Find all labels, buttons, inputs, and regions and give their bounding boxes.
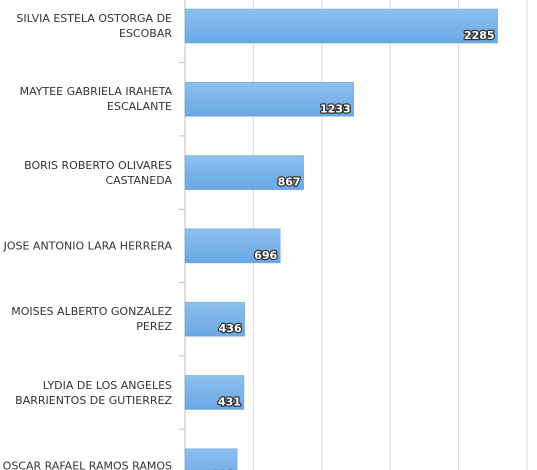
value-label: 431 bbox=[218, 396, 241, 409]
value-label: 1233 bbox=[320, 102, 351, 115]
value-label: 2285 bbox=[464, 29, 495, 42]
category-label: LYDIA DE LOS ANGELES BARRIENTOS DE GUTIE… bbox=[15, 378, 172, 407]
value-label: 436 bbox=[219, 322, 242, 335]
category-label: MOISES ALBERTO GONZALEZ PEREZ bbox=[11, 305, 172, 334]
category-label: MAYTEE GABRIELA IRAHETA ESCALANTE bbox=[19, 85, 172, 114]
category-label: JOSE ANTONIO LARA HERRERA bbox=[3, 239, 172, 253]
bar bbox=[184, 82, 354, 117]
category-label: SILVIA ESTELA OSTORGA DE ESCOBAR bbox=[16, 12, 172, 40]
bar bbox=[184, 228, 281, 264]
bar bbox=[184, 448, 238, 470]
value-label: 867 bbox=[278, 176, 301, 189]
value-label: 696 bbox=[254, 249, 277, 262]
bar bbox=[184, 301, 245, 337]
bar bbox=[184, 155, 304, 190]
bar bbox=[184, 375, 245, 410]
value-label: 381 bbox=[211, 469, 234, 470]
bar bbox=[184, 8, 498, 44]
category-label: BORIS ROBERTO OLIVARES CASTANEDA bbox=[24, 158, 172, 187]
category-label: OSCAR RAFAEL RAMOS RAMOS bbox=[2, 459, 172, 470]
